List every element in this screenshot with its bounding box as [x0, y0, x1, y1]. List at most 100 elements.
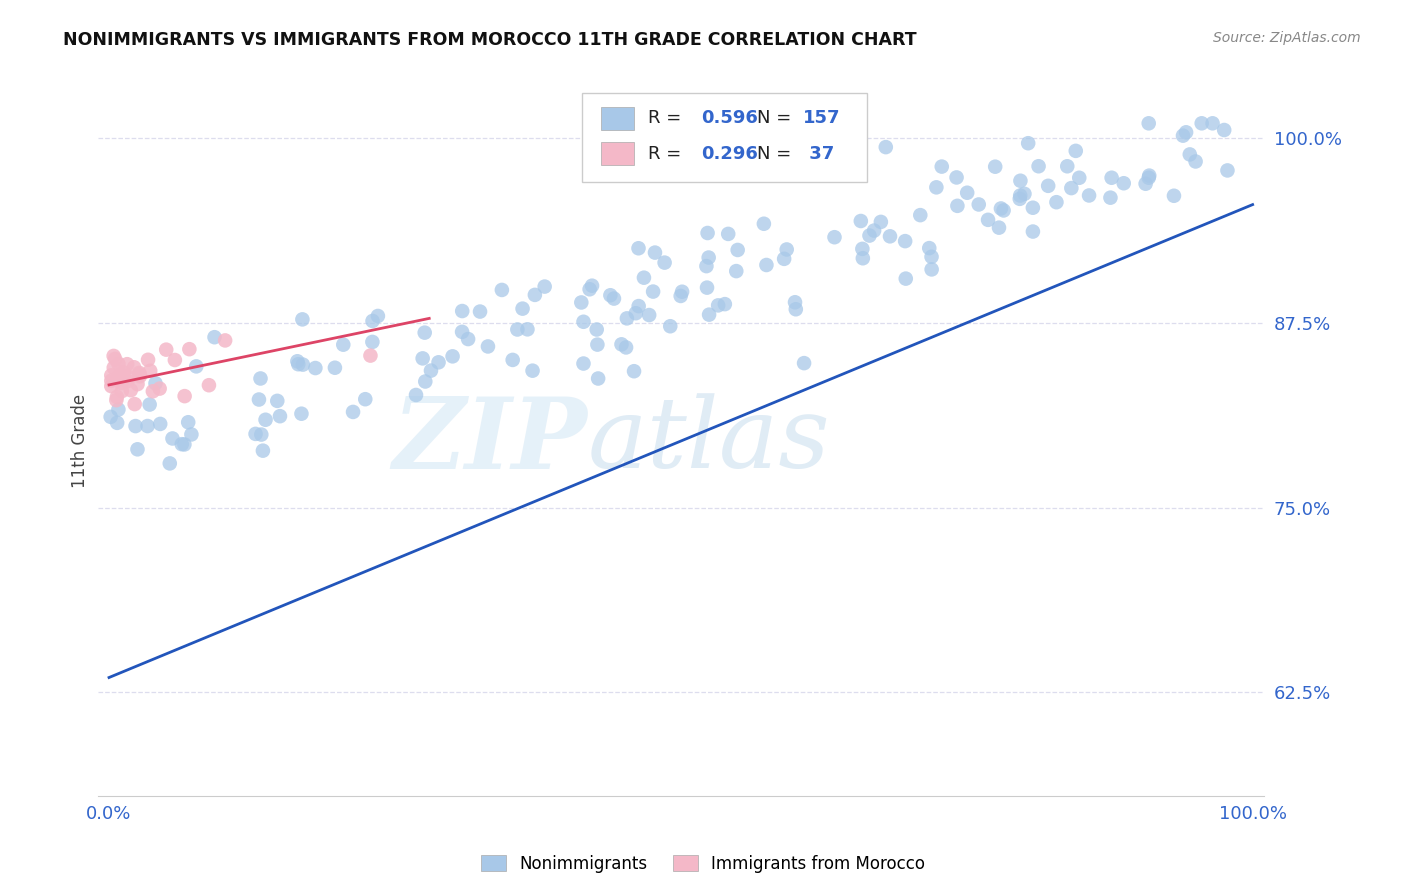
- Point: [793, 356, 815, 370]
- Point: [128, 369, 150, 384]
- Point: [173, 437, 195, 451]
- Point: [103, 360, 125, 375]
- Point: [128, 366, 150, 380]
- Point: [643, 285, 665, 299]
- Point: [990, 202, 1012, 216]
- Point: [988, 220, 1011, 235]
- Point: [441, 349, 464, 363]
- Point: [149, 382, 172, 396]
- Point: [427, 355, 450, 369]
- Point: [572, 315, 595, 329]
- Point: [468, 304, 491, 318]
- Point: [142, 384, 165, 399]
- Point: [451, 325, 474, 339]
- Point: [671, 285, 693, 299]
- Point: [785, 302, 807, 317]
- Point: [533, 279, 555, 293]
- Point: [250, 427, 273, 442]
- Point: [627, 241, 650, 255]
- Point: [1137, 170, 1160, 185]
- Point: [1201, 116, 1223, 130]
- Point: [1184, 154, 1206, 169]
- Point: [457, 332, 479, 346]
- Point: [111, 384, 134, 398]
- Text: R =: R =: [648, 145, 688, 162]
- Point: [413, 326, 436, 340]
- Point: [136, 419, 159, 434]
- Point: [1216, 163, 1239, 178]
- Point: [523, 288, 546, 302]
- Point: [122, 360, 145, 375]
- Point: [163, 353, 186, 368]
- FancyBboxPatch shape: [582, 94, 868, 182]
- Point: [177, 415, 200, 429]
- Point: [1163, 188, 1185, 202]
- Text: 0.296: 0.296: [700, 145, 758, 162]
- Point: [1028, 159, 1050, 173]
- Point: [110, 376, 132, 390]
- Point: [145, 376, 167, 391]
- Point: [1056, 159, 1078, 173]
- Point: [112, 366, 135, 380]
- Point: [124, 419, 146, 434]
- Point: [290, 407, 312, 421]
- Point: [1175, 125, 1198, 139]
- Point: [603, 292, 626, 306]
- Point: [361, 334, 384, 349]
- Point: [304, 361, 326, 376]
- Point: [1135, 177, 1157, 191]
- Point: [1101, 170, 1123, 185]
- Point: [149, 417, 172, 431]
- Point: [269, 409, 291, 424]
- Point: [1045, 195, 1067, 210]
- Point: [254, 413, 277, 427]
- Point: [1014, 186, 1036, 201]
- Point: [127, 442, 149, 457]
- Point: [100, 409, 122, 424]
- Point: [491, 283, 513, 297]
- Point: [727, 243, 749, 257]
- Point: [858, 228, 880, 243]
- Point: [910, 208, 932, 222]
- Point: [367, 309, 389, 323]
- Point: [477, 339, 499, 353]
- Point: [783, 295, 806, 310]
- Point: [1112, 176, 1135, 190]
- Point: [945, 170, 967, 185]
- FancyBboxPatch shape: [602, 143, 634, 165]
- Point: [696, 226, 718, 240]
- Point: [725, 264, 748, 278]
- Point: [361, 314, 384, 328]
- Point: [849, 214, 872, 228]
- Point: [1099, 191, 1122, 205]
- Point: [412, 351, 434, 366]
- Point: [1064, 144, 1087, 158]
- Point: [136, 352, 159, 367]
- Point: [1008, 192, 1031, 206]
- Point: [502, 352, 524, 367]
- Point: [155, 343, 177, 357]
- Point: [323, 360, 346, 375]
- Point: [198, 378, 221, 392]
- Point: [405, 388, 427, 402]
- Point: [107, 370, 129, 384]
- Point: [247, 392, 270, 407]
- Point: [946, 199, 969, 213]
- Point: [624, 306, 647, 320]
- Text: ZIP: ZIP: [392, 392, 588, 490]
- Point: [921, 262, 943, 277]
- Point: [707, 298, 730, 312]
- Text: NONIMMIGRANTS VS IMMIGRANTS FROM MOROCCO 11TH GRADE CORRELATION CHART: NONIMMIGRANTS VS IMMIGRANTS FROM MOROCCO…: [63, 31, 917, 49]
- Point: [669, 289, 692, 303]
- Point: [1017, 136, 1039, 151]
- Point: [179, 342, 201, 356]
- Point: [110, 368, 132, 382]
- FancyBboxPatch shape: [602, 107, 634, 129]
- Point: [614, 340, 637, 354]
- Point: [115, 369, 138, 384]
- Point: [931, 160, 953, 174]
- Text: 157: 157: [803, 110, 841, 128]
- Point: [105, 390, 128, 404]
- Point: [627, 299, 650, 313]
- Point: [967, 197, 990, 211]
